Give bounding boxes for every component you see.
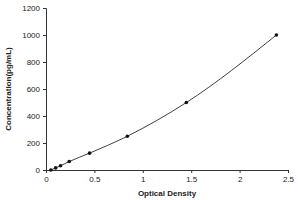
marks <box>49 33 278 172</box>
y-tick: 0 <box>36 166 46 175</box>
y-axis: 0 200 400 600 800 1000 1200 <box>22 4 46 175</box>
x-tick-label: 1 <box>141 175 146 184</box>
y-axis-line <box>43 9 47 171</box>
x-axis: 0 0.5 1 1.5 2 2.5 <box>44 170 294 184</box>
y-tick-label: 800 <box>27 58 41 67</box>
y-tick: 200 <box>27 139 46 148</box>
x-tick-label: 1.5 <box>186 175 198 184</box>
x-axis-title: Optical Density <box>138 189 197 198</box>
y-tick: 600 <box>27 85 46 94</box>
x-tick-label: 2.5 <box>283 175 295 184</box>
y-tick-label: 400 <box>27 112 41 121</box>
x-tick-label: 0.5 <box>89 175 101 184</box>
y-tick-mark <box>43 62 46 63</box>
x-tick: 0 <box>44 170 49 184</box>
y-tick-mark <box>43 35 46 36</box>
curve <box>51 35 277 170</box>
y-tick-label: 1000 <box>22 31 40 40</box>
x-tick-mark <box>191 170 192 173</box>
y-tick-mark <box>43 8 46 9</box>
y-tick-label: 1200 <box>22 4 40 13</box>
chart: 0 0.5 1 1.5 2 2.5 0 200 400 600 800 1000 1200 Optical… <box>0 0 300 200</box>
point <box>54 166 58 170</box>
y-tick-label: 200 <box>27 139 41 148</box>
x-tick-mark <box>94 170 95 173</box>
point <box>59 164 63 168</box>
x-tick-mark <box>240 170 241 173</box>
y-axis-title: Concentration(pg/mL) <box>4 47 13 131</box>
point <box>88 151 92 155</box>
x-tick-label: 2 <box>238 175 243 184</box>
y-tick: 1200 <box>22 4 46 13</box>
y-tick: 400 <box>27 112 46 121</box>
y-tick-label: 600 <box>27 85 41 94</box>
y-tick-label: 0 <box>36 166 41 175</box>
point <box>49 168 53 172</box>
y-tick-mark <box>43 170 46 171</box>
x-tick: 2.5 <box>283 170 295 184</box>
x-tick: 2 <box>238 170 243 184</box>
plot: 0 0.5 1 1.5 2 2.5 0 200 400 600 800 1000 1200 <box>22 4 294 184</box>
y-tick: 1000 <box>22 31 46 40</box>
x-tick-label: 0 <box>44 175 49 184</box>
x-tick: 0.5 <box>89 170 101 184</box>
x-tick-mark <box>143 170 144 173</box>
y-tick-mark <box>43 116 46 117</box>
point <box>126 134 130 138</box>
x-tick: 1.5 <box>186 170 198 184</box>
y-tick-mark <box>43 143 46 144</box>
point <box>67 160 71 164</box>
x-tick-mark <box>288 170 289 173</box>
x-tick: 1 <box>141 170 146 184</box>
y-tick: 800 <box>27 58 46 67</box>
point <box>185 101 189 105</box>
point <box>275 33 279 37</box>
x-axis-line <box>47 171 289 174</box>
y-tick-mark <box>43 89 46 90</box>
